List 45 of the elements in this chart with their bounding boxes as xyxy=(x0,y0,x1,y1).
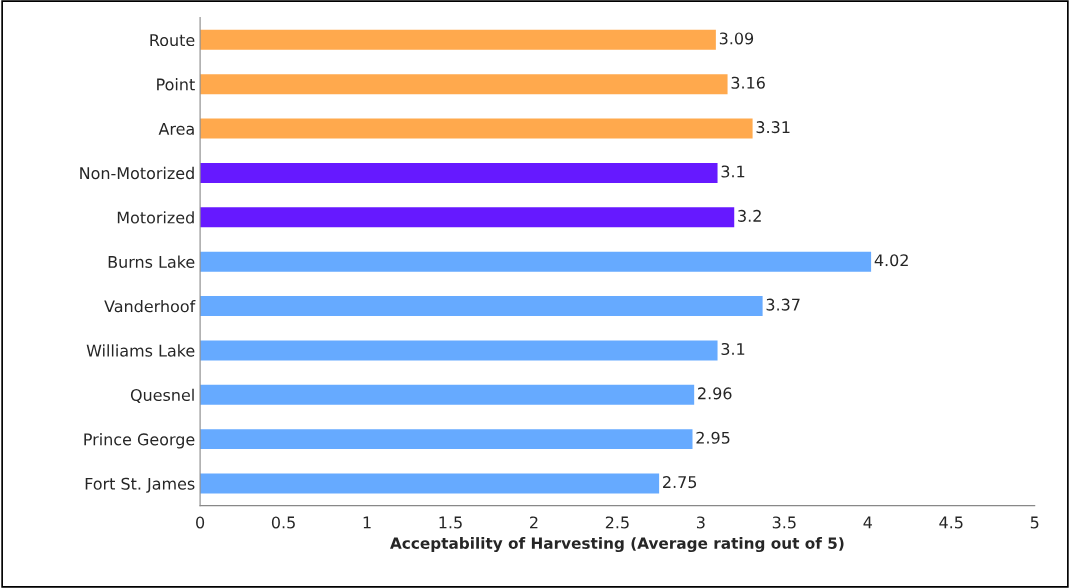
bar xyxy=(200,429,693,450)
bar xyxy=(200,251,872,272)
x-tick-label: 5 xyxy=(1030,516,1039,529)
data-label: 2.95 xyxy=(696,431,730,444)
bar xyxy=(200,296,763,317)
y-tick-label: Williams Lake xyxy=(86,344,195,357)
data-label: 4.02 xyxy=(874,254,908,267)
y-tick-label: Prince George xyxy=(84,433,195,449)
data-label: 2.75 xyxy=(663,476,697,489)
x-tick-label: 2 xyxy=(530,516,538,529)
bar xyxy=(200,118,753,139)
bar xyxy=(200,340,718,361)
x-tick-label: 1.5 xyxy=(439,516,462,529)
x-tick-label: 3.5 xyxy=(772,516,796,529)
x-tick-label: 4.5 xyxy=(939,516,963,529)
x-tick-label: 0.5 xyxy=(271,516,295,529)
y-tick-label: Non-Motorized xyxy=(80,166,194,180)
x-tick-label: 4 xyxy=(863,516,872,529)
bar xyxy=(200,74,728,95)
y-tick-label: Motorized xyxy=(117,211,194,224)
y-tick-label: Burns Lake xyxy=(108,255,195,268)
x-tick-label: 1 xyxy=(363,516,371,529)
x-axis-title: Acceptability of Harvesting (Average rating out of 5) xyxy=(390,537,844,553)
bar xyxy=(200,384,695,405)
bar xyxy=(200,207,735,228)
y-tick-label: Point xyxy=(157,78,195,91)
data-label: 3.09 xyxy=(719,32,754,45)
bar xyxy=(200,473,660,494)
bar xyxy=(200,29,716,50)
data-label: 3.1 xyxy=(721,165,745,178)
data-label: 3.2 xyxy=(738,209,761,222)
bar xyxy=(200,162,718,183)
y-tick-label: Route xyxy=(150,34,195,47)
x-tick-label: 0 xyxy=(196,516,205,529)
y-tick-label: Fort St. James xyxy=(85,477,195,493)
x-tick-label: 2.5 xyxy=(605,516,629,529)
data-label: 3.1 xyxy=(721,342,745,356)
data-label: 2.96 xyxy=(698,387,732,400)
y-tick-label: Vanderhoof xyxy=(104,299,196,313)
y-tick-label: Quesnel xyxy=(130,388,194,403)
data-label: 3.31 xyxy=(756,121,790,134)
y-tick-label: Area xyxy=(158,122,194,135)
data-label: 3.37 xyxy=(766,298,800,311)
x-tick-label: 3 xyxy=(696,516,705,529)
data-label: 3.16 xyxy=(731,76,765,89)
